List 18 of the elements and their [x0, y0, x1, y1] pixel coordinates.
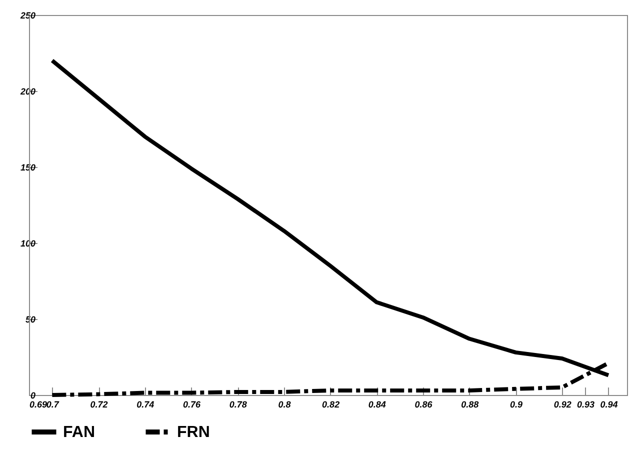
- legend-label: FRN: [177, 424, 210, 441]
- x-tick-label: 0.78: [229, 400, 247, 410]
- x-tick-label: 0.8: [278, 400, 291, 410]
- x-tick-label: 0.92: [554, 400, 572, 410]
- x-tick-label: 0.72: [90, 400, 108, 410]
- legend-label: FAN: [63, 424, 95, 441]
- x-tick-label: 0.74: [136, 400, 154, 410]
- x-tick-label: 0.94: [600, 400, 618, 410]
- x-tick-label: 0.88: [461, 400, 479, 410]
- x-tick-label: 0.84: [368, 400, 386, 410]
- x-tick-label: 0.93: [577, 400, 595, 410]
- x-tick-label: 0.76: [182, 400, 202, 410]
- x-tick-label: 0.9: [510, 400, 522, 410]
- x-tick-label: 0.69: [30, 400, 48, 410]
- y-tick-label: 0: [30, 390, 36, 400]
- x-tick-label: 0.7: [46, 400, 60, 410]
- x-tick-label: 0.82: [322, 400, 340, 410]
- x-tick-label: 0.86: [414, 400, 434, 410]
